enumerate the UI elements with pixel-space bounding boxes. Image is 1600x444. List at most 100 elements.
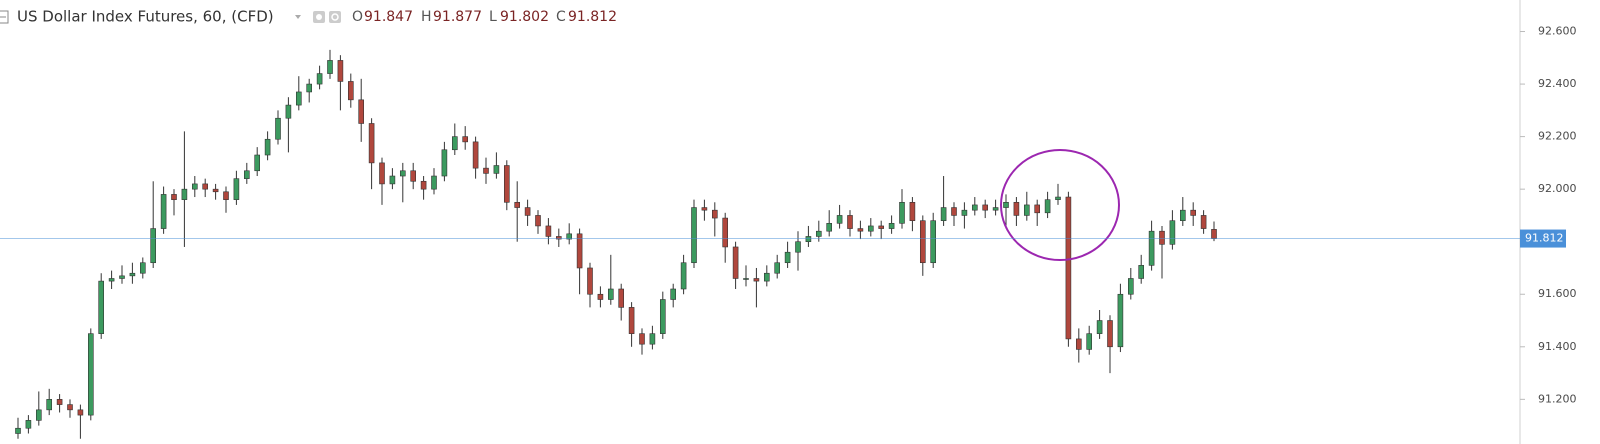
candle-body [753, 278, 760, 282]
candle-body [462, 136, 469, 143]
candle-body [691, 207, 697, 264]
candle-body [150, 228, 156, 264]
candle-body [1055, 196, 1061, 200]
y-tick-label: 91.400 [1538, 340, 1577, 353]
candle-body [1076, 338, 1082, 350]
candle-body [1128, 278, 1134, 295]
candle-body [337, 60, 344, 82]
candle-body [295, 91, 302, 106]
candle-body [285, 104, 292, 119]
candle-body [670, 288, 677, 300]
legend-value: 91.812 [568, 9, 617, 25]
candle-body [1013, 201, 1020, 216]
candle-body [815, 230, 822, 237]
candle-body [795, 241, 801, 253]
candle-body [784, 251, 791, 264]
candle-body [254, 154, 260, 172]
candle-body [35, 409, 42, 421]
candle-body [649, 333, 656, 345]
candle-body [306, 83, 313, 93]
candle-body [368, 123, 375, 164]
highlight-ellipse [1000, 149, 1120, 261]
candle-body [56, 399, 63, 405]
candle-body [160, 194, 167, 229]
candle-body [992, 207, 999, 211]
candle-body [379, 162, 385, 185]
candle-body [951, 207, 957, 216]
candle-body [472, 141, 479, 169]
candle-body [607, 288, 614, 300]
candle-body [264, 138, 271, 156]
candle-body [67, 404, 73, 411]
collapse-icon[interactable] [0, 10, 9, 24]
candle-body [1211, 229, 1217, 239]
candle-body [431, 175, 437, 190]
candle-body [451, 136, 458, 151]
legend-key: O [352, 9, 363, 25]
candle-body [639, 333, 645, 345]
candle-body [701, 207, 708, 211]
candle-body [743, 278, 749, 280]
candle-body [1190, 209, 1196, 216]
candle-body [1044, 199, 1051, 214]
candle-body [899, 201, 905, 224]
candle-body [347, 81, 354, 101]
legend-value: 91.802 [500, 9, 549, 25]
candle-body [888, 223, 895, 229]
candle-body [202, 183, 208, 190]
price-axis: 91.200 91.400 91.600 92.000 92.200 92.400 92.6… [1520, 25, 1577, 405]
candle-body [244, 170, 250, 179]
candle-body [597, 293, 604, 300]
candle-body [878, 225, 885, 229]
candle-body [919, 220, 926, 264]
candle-body [129, 272, 136, 277]
candle-body [399, 170, 406, 177]
candle-body [212, 188, 219, 193]
candle-body [826, 223, 833, 232]
candle-body [659, 299, 666, 334]
candle-body [483, 167, 489, 174]
settings-icon[interactable] [329, 11, 341, 23]
candle-body [545, 225, 552, 237]
legend-key: L [489, 9, 497, 25]
candle-body [1180, 209, 1186, 221]
candle-body [680, 262, 687, 290]
y-tick-label: 92.400 [1538, 77, 1577, 90]
candle-body [441, 149, 448, 177]
candle-body [763, 272, 770, 282]
visibility-icon-dot [316, 14, 322, 20]
candle-body [119, 275, 125, 279]
candle-body [493, 165, 500, 174]
candle-body [1034, 204, 1040, 214]
candle-body [15, 427, 21, 434]
candle-body [982, 204, 989, 211]
legend-key: C [556, 9, 566, 25]
candle-body [628, 307, 635, 334]
candle-body [358, 99, 365, 124]
candle-body [98, 280, 104, 334]
settings-icon-ring [331, 13, 339, 21]
candles [15, 49, 1217, 439]
candle-body [1117, 293, 1124, 348]
candle-body [171, 194, 177, 200]
candle-body [420, 180, 427, 190]
dropdown-arrow[interactable] [295, 15, 301, 19]
candle-body [774, 262, 781, 274]
y-tick-label: 91.200 [1538, 392, 1577, 405]
candle-body [108, 278, 115, 282]
candle-body [961, 209, 968, 216]
candle-body [930, 220, 937, 264]
candle-body [1169, 220, 1176, 245]
candle-body [181, 188, 188, 200]
candle-body [722, 217, 729, 248]
candle-body [46, 399, 53, 411]
candle-body [1159, 230, 1165, 245]
candle-body [514, 201, 521, 208]
candle-body [316, 73, 323, 85]
candle-body [566, 233, 573, 240]
candle-body [535, 215, 541, 227]
candle-body [1096, 320, 1103, 334]
candle-body [1200, 215, 1207, 229]
y-tick-label: 92.600 [1538, 25, 1577, 38]
